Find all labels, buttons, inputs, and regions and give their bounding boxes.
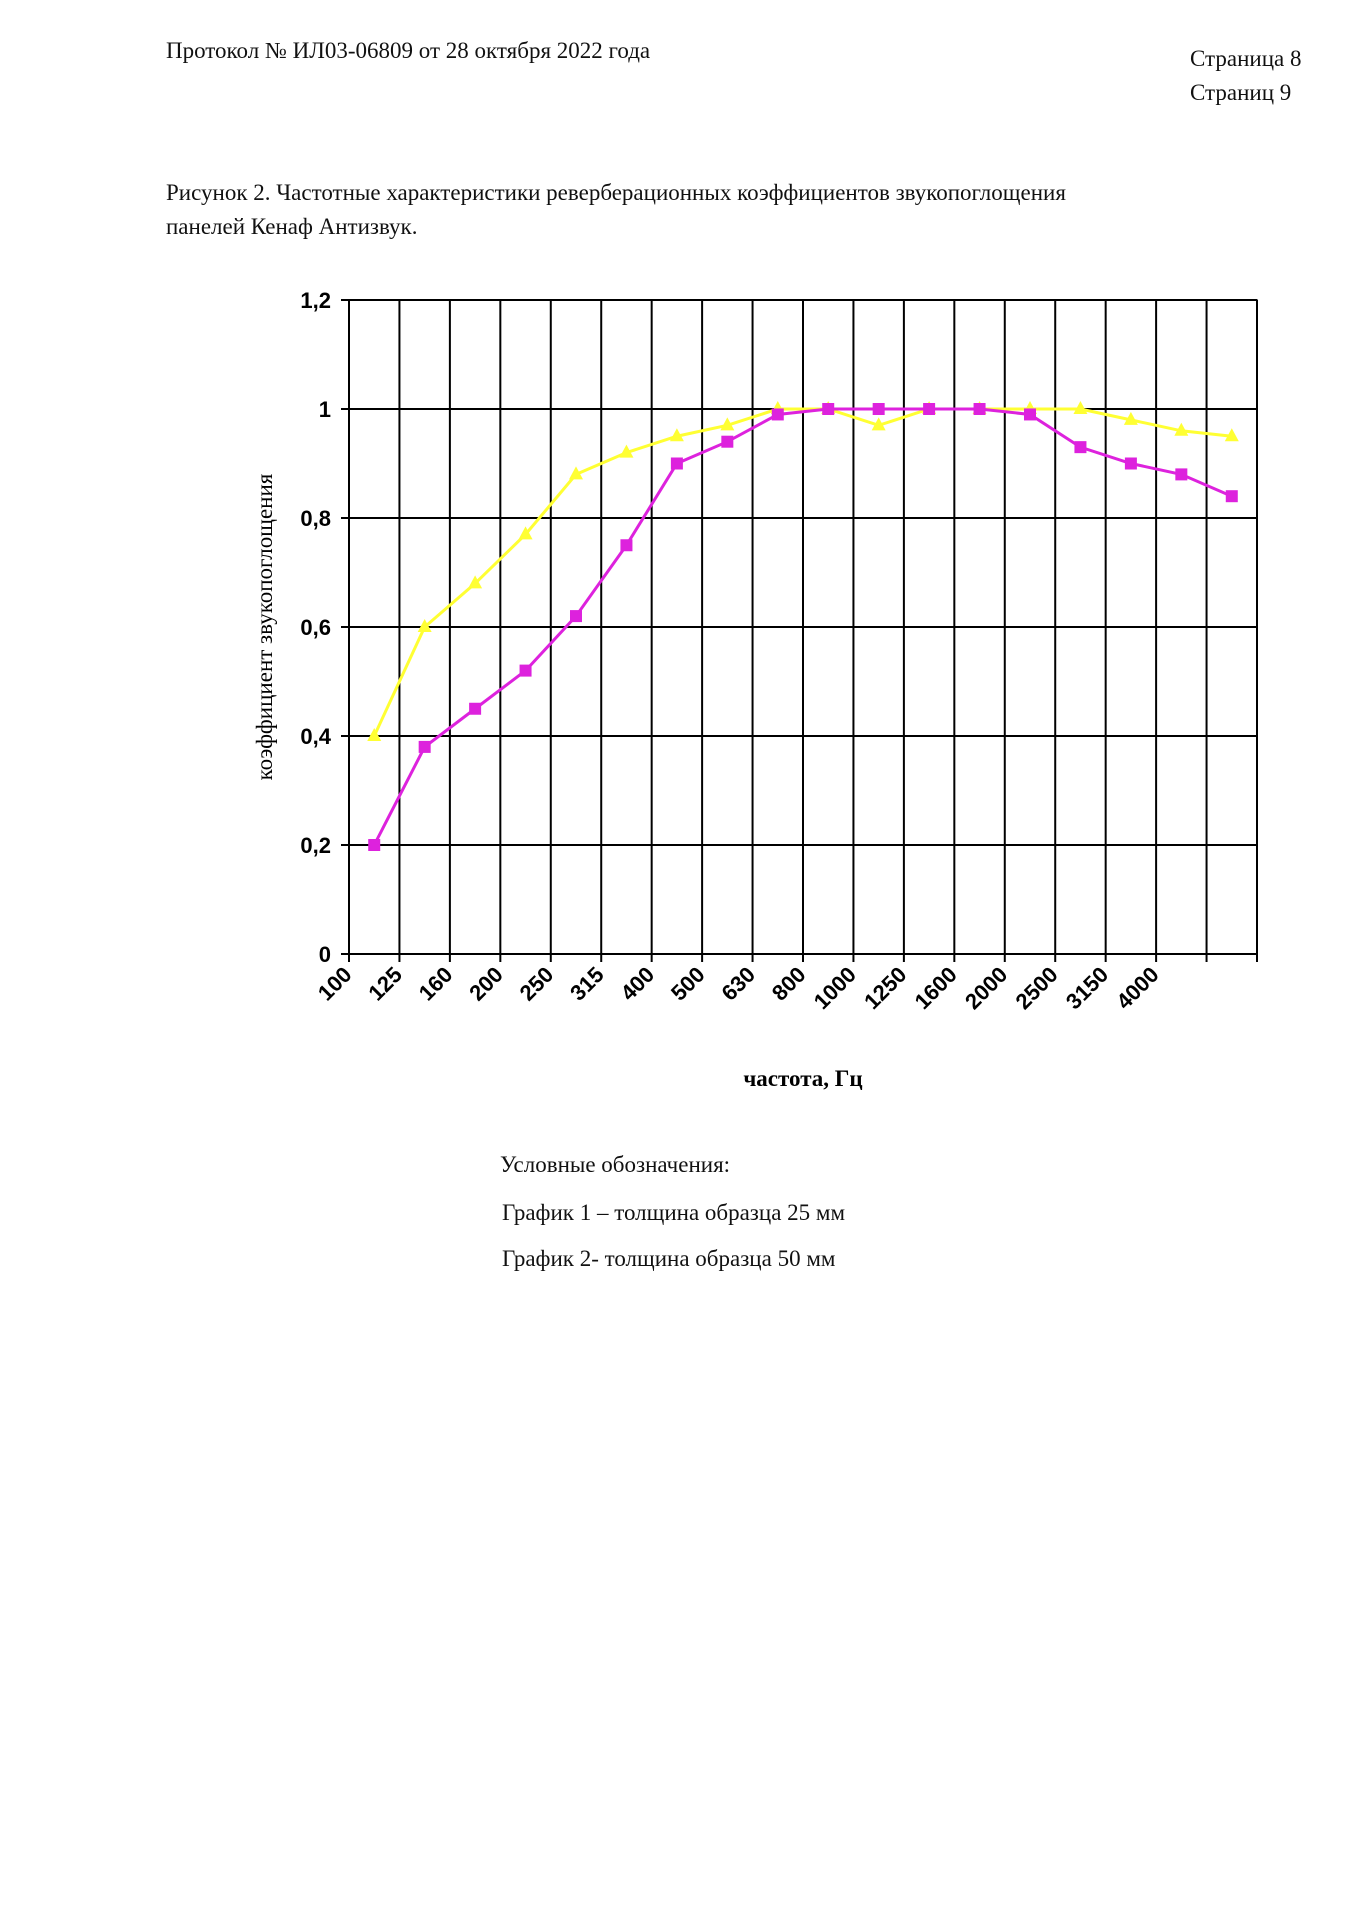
y-tick-label: 0 <box>319 942 331 967</box>
x-tick-label: 2500 <box>1010 962 1062 1014</box>
marker <box>923 403 936 415</box>
x-tick-label: 250 <box>515 962 559 1006</box>
marker <box>822 403 835 415</box>
marker <box>670 457 683 470</box>
x-tick-label: 160 <box>414 962 458 1006</box>
marker <box>368 839 381 851</box>
x-tick-label: 2000 <box>960 962 1012 1014</box>
marker <box>1225 490 1238 503</box>
y-tick-label: 0,4 <box>300 724 331 749</box>
marker <box>569 466 583 480</box>
marker <box>1174 422 1189 436</box>
marker <box>1074 441 1087 454</box>
caption: панелей Кенаф Антизвук. <box>166 214 418 239</box>
marker <box>771 408 784 421</box>
series-line <box>372 407 1233 846</box>
marker <box>469 702 482 715</box>
x-tick-label: 400 <box>616 962 660 1006</box>
marker <box>973 403 986 415</box>
page-count: Страниц 9 <box>1190 80 1292 105</box>
marker <box>669 428 684 442</box>
marker <box>1073 401 1088 414</box>
protocol: Протокол № ИЛ03-06809 от 28 октября 2022… <box>166 38 651 63</box>
x-tick-label: 200 <box>464 962 508 1006</box>
marker <box>518 526 533 540</box>
y-tick-label: 0,2 <box>300 833 331 858</box>
marker <box>872 403 885 415</box>
y-tick-label: 1 <box>319 397 331 422</box>
legend-item: График 2- толщина образца 50 мм <box>502 1246 836 1271</box>
marker <box>871 417 886 431</box>
marker <box>1175 468 1188 481</box>
marker <box>1024 408 1036 421</box>
marker <box>417 619 432 632</box>
x-tick-label: 1000 <box>809 962 861 1014</box>
chart: 0 0,2 0,4 0,6 0,8 1 1,2 100 125 160 200 250 315 400 50… <box>252 288 1258 1091</box>
marker <box>1123 411 1138 425</box>
x-tick-label: 315 <box>565 962 609 1006</box>
x-tick-label: 1250 <box>859 962 911 1014</box>
y-tick-label: 0,6 <box>300 615 331 640</box>
marker <box>1124 457 1137 470</box>
x-tick-label: 4000 <box>1111 962 1163 1014</box>
page-number: Страница 8 <box>1190 46 1302 71</box>
x-tick-label: 3150 <box>1061 962 1113 1014</box>
x-tick-label: 1600 <box>910 962 962 1014</box>
x-tick-label: 500 <box>666 962 710 1006</box>
x-tick-label: 630 <box>716 962 760 1006</box>
x-tick-label: 800 <box>767 962 811 1006</box>
x-axis-label: частота, Гц <box>743 1066 862 1091</box>
y-tick-label: 0,8 <box>300 506 331 531</box>
x-tick-label: 125 <box>363 962 407 1006</box>
series-line <box>372 407 1232 737</box>
marker <box>418 740 431 753</box>
marker <box>721 435 734 448</box>
y-axis-label: коэффициент звукопоглощения <box>252 473 277 780</box>
x-tick-label: 100 <box>313 962 357 1006</box>
marker <box>619 444 634 458</box>
marker <box>620 539 633 552</box>
legend-item: График 1 – толщина образца 25 мм <box>502 1200 846 1225</box>
marker <box>468 575 483 589</box>
marker <box>1224 428 1239 442</box>
caption: Рисунок 2. Частотные характеристики реве… <box>166 180 1066 205</box>
marker <box>570 610 582 623</box>
marker <box>720 417 735 431</box>
marker <box>367 728 382 741</box>
y-tick-label: 1,2 <box>300 288 331 313</box>
legend-title: Условные обозначения: <box>500 1152 731 1177</box>
marker <box>519 664 532 677</box>
